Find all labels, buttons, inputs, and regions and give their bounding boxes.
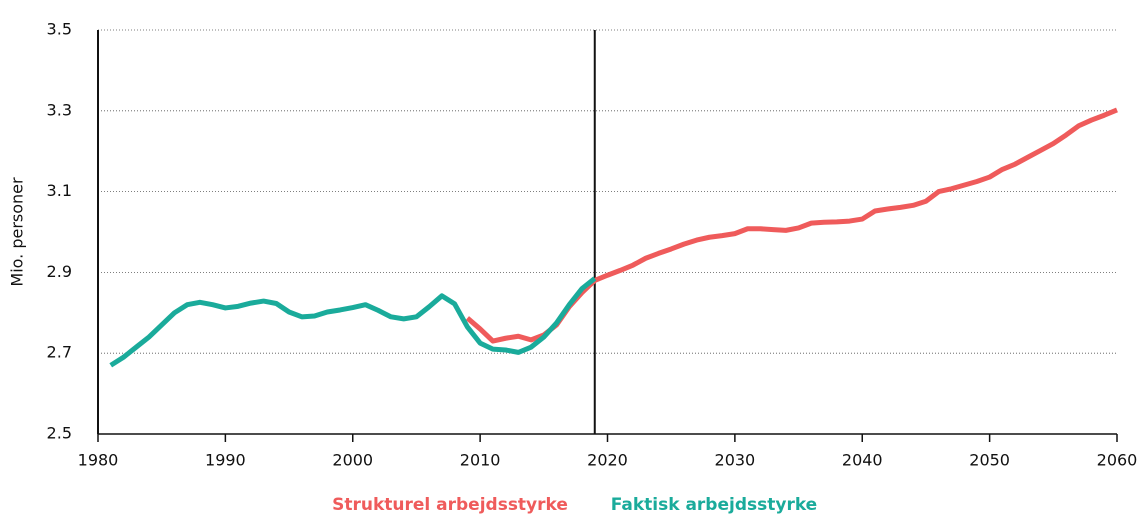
x-tick-label: 2030 <box>715 451 756 470</box>
y-tick-label: 3.3 <box>47 100 72 119</box>
legend-entry: Faktisk arbejdsstyrke <box>611 495 817 515</box>
x-tick-label: 2000 <box>332 451 373 470</box>
x-tick-label: 2020 <box>587 451 628 470</box>
legend-entry: Strukturel arbejdsstyrke <box>332 495 568 515</box>
series-line <box>109 276 597 368</box>
x-tick-label: 2060 <box>1097 451 1138 470</box>
y-tick-label: 2.5 <box>47 424 72 443</box>
y-tick-label: 3.1 <box>47 181 72 200</box>
x-tick-label: 2040 <box>842 451 883 470</box>
x-tick-label: 2050 <box>969 451 1010 470</box>
x-tick-label: 1980 <box>78 451 119 470</box>
x-tick-label: 1990 <box>205 451 246 470</box>
series-line <box>465 107 1118 344</box>
y-tick-label: 3.5 <box>47 20 72 39</box>
y-tick-label: 2.7 <box>47 343 72 362</box>
x-tick-label: 2010 <box>460 451 501 470</box>
y-axis-label: Mio. personer <box>8 177 27 287</box>
y-tick-label: 2.9 <box>47 262 72 281</box>
